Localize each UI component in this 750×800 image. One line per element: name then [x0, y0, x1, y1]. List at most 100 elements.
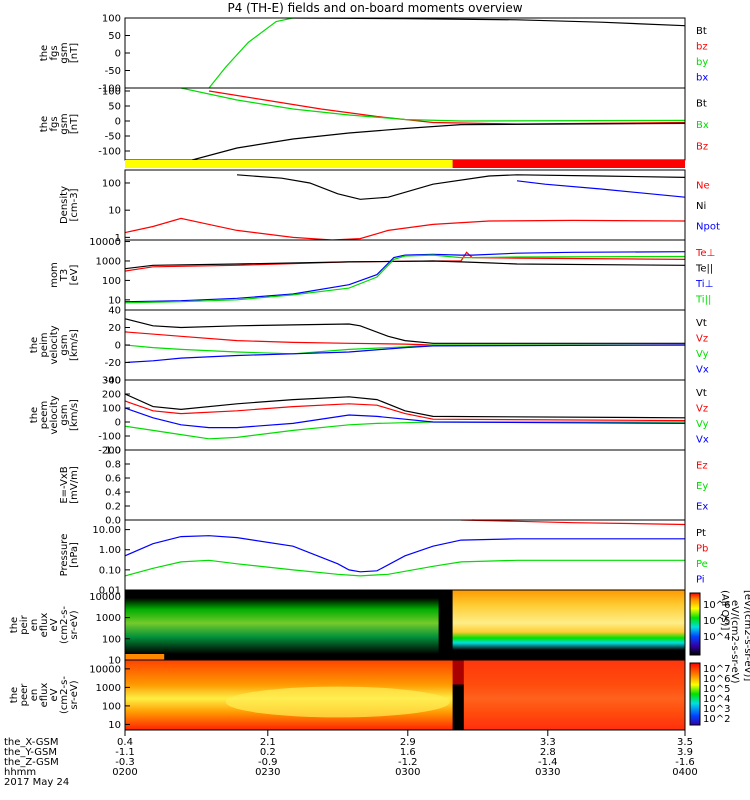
panel-peer_spec: 10000 1000 100 10 thepeerenefluxeV(cm2-s-sr-…	[9, 659, 686, 731]
series-ni-line	[236, 174, 685, 200]
spectrogram-right-region	[452, 590, 685, 650]
panel-peem_v: 300 200 100 0 -100 -200 thepeemvelocitygsm[km/…	[29, 376, 709, 457]
colorbar-mid-label: eV/(cm2-s-sr-eV)	[729, 600, 740, 684]
panel-fgs2: 100 50 0 -50 -100 thefgsgsm[nT] Bt Bx Bz	[39, 87, 709, 161]
y-tick-label: 50	[108, 102, 121, 113]
x-axis-value: -0.3	[115, 757, 135, 768]
series-vz-line	[125, 400, 685, 422]
y-tick-label: -100	[98, 147, 121, 158]
x-axis-value: -1.2	[398, 757, 418, 768]
panel-frame	[124, 659, 686, 731]
series-npot-line	[516, 180, 685, 198]
y-tick-label: 0.8	[105, 460, 121, 471]
panel-peir_spec: 10000 1000 100 10 thepeirenefluxeV(cm2-s-sr-…	[9, 589, 686, 667]
spectrogram-low-band	[125, 654, 165, 660]
y-tick-label: -20	[105, 358, 121, 369]
panels-layer: 100500-50-100thefgsgsm[nT]Btbzbybx100500…	[9, 14, 750, 731]
legend-bx: bx	[696, 72, 708, 83]
y-tick-label: -100	[98, 84, 121, 95]
y-tick-label: -200	[98, 446, 121, 457]
plot-title: P4 (TH-E) fields and on-board moments ov…	[227, 1, 523, 15]
series-bx-line	[180, 88, 685, 122]
y-tick-label: 0.6	[105, 474, 121, 485]
colorbar-tick: 10^3	[703, 704, 730, 715]
series-ti-line	[125, 251, 685, 303]
y-tick-label: 100	[102, 404, 121, 415]
x-axis-value: -1.1	[115, 747, 135, 758]
legend-ex: Ex	[696, 502, 708, 513]
legend-vx: Vx	[696, 434, 709, 445]
panel-mom_temp: 10000 1000 100 10 momT3[eV] Te⊥ Te|| Ti⊥ Ti||	[49, 237, 715, 311]
x-axis-row-label: the_X-GSM	[4, 737, 58, 748]
panel-density: 100 10 1 Density[cm-3] Ne Ni Npot	[59, 169, 720, 244]
panel-flag	[125, 160, 685, 168]
series-bt-line	[192, 122, 685, 160]
series-vt-line	[125, 318, 685, 344]
y-axis-label: thepeemvelocitygsm[km/s]	[29, 395, 80, 434]
series-pe-line	[125, 559, 685, 577]
y-tick-label: 1.00	[99, 545, 121, 556]
panel-peim_v: 40 20 0 -20 -40 thepeimvelocitygsm[km/s] Vt Vz V…	[29, 306, 709, 387]
legend-vz: Vz	[696, 333, 708, 344]
colorbar-lower	[689, 662, 701, 726]
x-axis-row-label: hhmm	[4, 767, 36, 778]
colorbar-tick: 10^4	[703, 632, 730, 643]
colorbar-upper	[689, 592, 701, 656]
series-ti-line	[125, 254, 685, 304]
panel-frame	[124, 379, 686, 451]
y-tick-label: 0.0	[105, 516, 121, 527]
series-vx-line	[125, 407, 685, 429]
legend-ey: Ey	[696, 481, 708, 492]
panel-frame	[124, 449, 686, 521]
legend-te: Te||	[695, 263, 713, 274]
legend-pb: Pb	[696, 543, 708, 554]
colorbar-upper-label: (All Qs)]	[719, 590, 730, 630]
y-tick-label: 100	[102, 87, 121, 98]
legend-ti: Ti||	[695, 294, 711, 305]
y-tick-label: 200	[102, 390, 121, 401]
legend-ni: Ni	[696, 201, 706, 212]
y-tick-label: 1.0	[105, 446, 121, 457]
y-tick-label: 100	[102, 276, 121, 287]
y-tick-label: 1	[115, 233, 121, 244]
flag-segment	[125, 160, 453, 168]
y-axis-label: thepeirenefluxeV(cm2-s-sr-eV)	[9, 606, 80, 644]
y-axis-label: thepeimvelocitygsm[km/s]	[29, 325, 80, 364]
spectrogram-gap	[452, 660, 464, 685]
x-axis-value: 3.5	[677, 737, 693, 748]
x-axis-value: 2.9	[400, 737, 416, 748]
x-axis-value: -1.4	[538, 757, 558, 768]
x-axis-value: 0230	[255, 767, 280, 778]
legend-vz: Vz	[696, 403, 708, 414]
x-axis-value: 0.2	[260, 747, 276, 758]
y-tick-label: 100	[102, 701, 121, 712]
x-axis-value: 3.9	[677, 747, 693, 758]
y-tick-label: 10.00	[92, 525, 121, 536]
y-tick-label: 100	[102, 634, 121, 645]
colorbar-tick: 10^6	[703, 674, 730, 685]
y-tick-label: 0.4	[105, 488, 121, 499]
panel-frame	[124, 169, 686, 241]
y-tick-label: 10	[108, 295, 121, 306]
legend-ez: Ez	[696, 460, 708, 471]
y-tick-label: 300	[102, 376, 121, 387]
x-axis-value: 0300	[395, 767, 420, 778]
legend-by: by	[696, 57, 708, 68]
y-tick-label: 50	[108, 31, 121, 42]
legend-bz: Bz	[696, 141, 708, 152]
y-tick-label: -50	[105, 66, 121, 77]
spectrogram-gap	[452, 684, 464, 730]
y-tick-label: -50	[105, 132, 121, 143]
x-axis-value: 1.6	[400, 747, 416, 758]
panel-frame	[124, 17, 686, 89]
legend-bz: bz	[696, 41, 708, 52]
y-axis-label: E=-VxB[mV/m]	[59, 466, 80, 504]
legend-vx: Vx	[696, 364, 709, 375]
y-axis-label: thefgsgsm[nT]	[39, 113, 80, 134]
y-tick-label: 1000	[96, 683, 121, 694]
y-tick-label: 1000	[96, 256, 121, 267]
y-tick-label: -40	[105, 376, 121, 387]
legend-ti: Ti⊥	[695, 279, 713, 290]
series-te-line	[125, 260, 685, 270]
y-axis-label: momT3[eV]	[49, 262, 80, 288]
